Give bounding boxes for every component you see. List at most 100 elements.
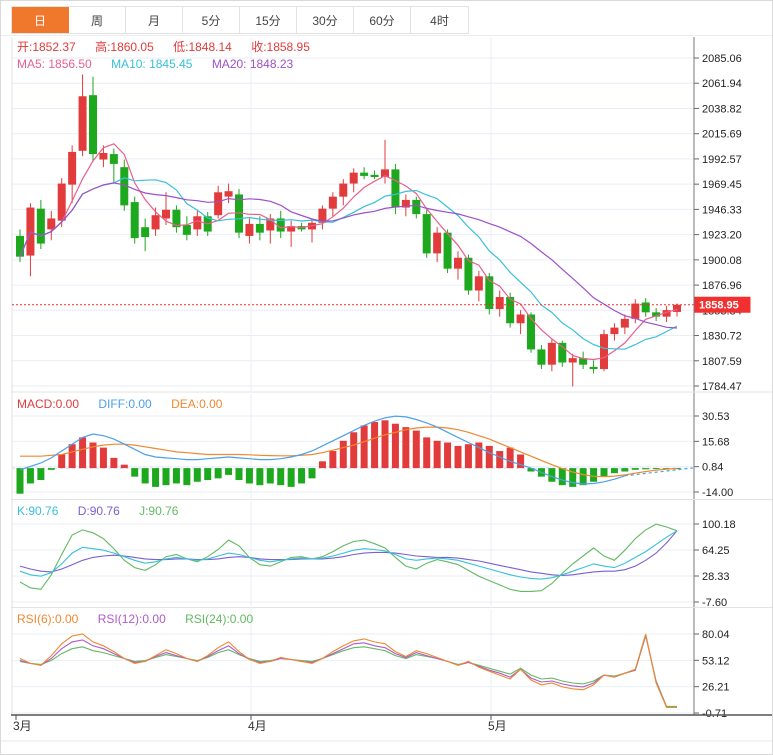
x-axis-label: 3月 xyxy=(13,719,32,733)
kdj-tick-label: 100.18 xyxy=(702,519,736,531)
candle-up xyxy=(673,304,681,312)
dea-label: DEA:0.00 xyxy=(171,397,223,411)
macd-hist-bar xyxy=(548,468,556,482)
rsi24-label: RSI(24):0.00 xyxy=(185,612,254,626)
candle-down xyxy=(589,366,598,370)
candle-up xyxy=(381,169,389,178)
macd-hist-bar xyxy=(298,468,306,484)
main-tick-label: 1923.20 xyxy=(702,230,742,242)
macd-hist-bar xyxy=(569,468,577,487)
macd-hist-bar xyxy=(266,468,274,484)
macd-hist-bar xyxy=(329,451,337,469)
k-line xyxy=(19,530,678,580)
rsi-tick-label: 53.12 xyxy=(702,655,730,667)
tab-15min[interactable]: 15分 xyxy=(240,7,297,33)
macd-hist-bar xyxy=(360,425,368,469)
d-line xyxy=(19,530,678,577)
candle-up xyxy=(214,192,223,216)
ma10-line xyxy=(19,177,678,350)
macd-hist-bar xyxy=(37,468,45,481)
macd-hist-bar xyxy=(318,461,326,469)
macd-hist-bar xyxy=(350,432,358,469)
ohlc-legend: 开:1852.37 高:1860.05 低:1848.14 收:1858.95 xyxy=(17,40,326,54)
main-tick-label: 1807.59 xyxy=(702,356,742,368)
macd-hist-bar xyxy=(58,454,66,469)
candle-down xyxy=(255,223,264,233)
candle-up xyxy=(193,216,202,230)
d-label: D:90.76 xyxy=(77,504,120,518)
candle-up xyxy=(68,151,77,185)
candle-down xyxy=(370,174,379,178)
candle-up xyxy=(318,208,327,223)
rsi-tick-label: -0.71 xyxy=(702,708,727,720)
candle-up xyxy=(568,358,577,363)
candle-up xyxy=(454,257,462,269)
macd-hist-bar xyxy=(152,468,160,487)
current-price-badge-text: 1858.95 xyxy=(699,300,739,312)
candle-up xyxy=(57,183,66,221)
candle-up xyxy=(162,209,170,219)
dea-line xyxy=(20,426,678,478)
rsi-tick-label: 26.21 xyxy=(702,682,730,694)
rsi-tick-label: 80.04 xyxy=(702,629,730,641)
macd-hist-bar xyxy=(642,468,650,470)
current-price-badge xyxy=(694,296,751,313)
candle-down xyxy=(641,302,650,313)
candle-down xyxy=(89,95,97,155)
timeframe-tab-bar: 日周月 5分 15分 30分 60分 4时 xyxy=(11,6,469,34)
diff-line xyxy=(19,415,626,485)
macd-hist-bar xyxy=(110,457,118,469)
candle-up xyxy=(47,218,56,230)
tabbar-divider xyxy=(1,35,772,36)
macd-hist-bar xyxy=(245,468,253,484)
ohlc-close: 收:1858.95 xyxy=(251,40,310,54)
tab-day[interactable]: 日 xyxy=(12,7,69,33)
tab-30min[interactable]: 30分 xyxy=(297,7,354,33)
macd-hist-bar xyxy=(558,468,566,486)
candle-up xyxy=(620,318,629,328)
candle-up xyxy=(287,226,296,232)
macd-tick-label: 0.84 xyxy=(702,462,723,474)
k-label: K:90.76 xyxy=(17,504,59,518)
candle-down xyxy=(182,225,191,235)
macd-hist-bar xyxy=(79,437,87,469)
candle-down xyxy=(360,172,369,176)
candle-up xyxy=(631,303,640,319)
candle-down xyxy=(506,297,515,324)
macd-hist-bar xyxy=(89,442,97,469)
candle-down xyxy=(579,358,588,365)
macd-hist-bar xyxy=(162,468,170,486)
candle-down xyxy=(527,314,535,350)
candle-down xyxy=(16,235,24,257)
macd-tick-label: 30.53 xyxy=(702,411,730,423)
tab-month[interactable]: 月 xyxy=(126,7,183,33)
candle-up xyxy=(99,152,108,160)
diff-label: DIFF:0.00 xyxy=(98,397,152,411)
candle-down xyxy=(652,312,661,317)
ohlc-low: 低:1848.14 xyxy=(173,40,232,54)
x-axis-label: 4月 xyxy=(248,719,267,733)
main-tick-label: 2061.94 xyxy=(702,78,742,90)
candle-up xyxy=(516,314,525,324)
candle-up xyxy=(151,215,160,230)
macd-hist-bar xyxy=(68,444,76,469)
tab-4hour[interactable]: 4时 xyxy=(411,7,468,33)
main-tick-label: 1876.96 xyxy=(702,280,742,292)
macd-hist-bar xyxy=(371,422,379,469)
macd-tick-label: -14.00 xyxy=(702,487,733,499)
tab-5min[interactable]: 5分 xyxy=(183,7,240,33)
candle-down xyxy=(422,214,431,254)
tab-week[interactable]: 周 xyxy=(69,7,126,33)
macd-hist-bar xyxy=(631,468,639,470)
candle-down xyxy=(276,218,285,232)
candle-up xyxy=(266,218,275,231)
x-axis-label: 5月 xyxy=(488,719,507,733)
candle-up xyxy=(401,199,410,208)
tab-60min[interactable]: 60分 xyxy=(354,7,411,33)
macd-hist-bar xyxy=(16,468,24,494)
main-tick-label: 2038.82 xyxy=(702,103,742,115)
candle-down xyxy=(109,154,118,164)
main-tick-label: 1900.08 xyxy=(702,255,742,267)
